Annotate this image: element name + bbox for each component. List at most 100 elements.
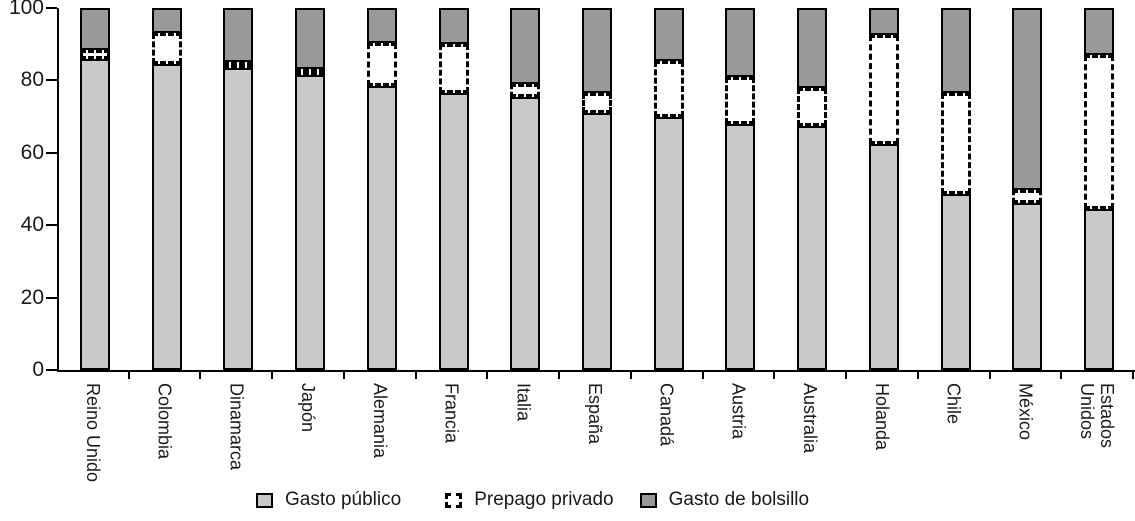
x-label-slot: Chile [918, 383, 990, 485]
bar-segment-gasto-publico [725, 124, 756, 370]
x-axis-tick [1132, 372, 1134, 379]
bar-segment-gasto-de-bolsillo [510, 8, 541, 84]
legend-label: Gasto de bolsillo [668, 489, 810, 510]
x-axis-tick [1060, 372, 1062, 379]
bar-slot [633, 8, 705, 370]
x-axis-label: Francia [441, 383, 462, 444]
bar-segment-gasto-publico [151, 64, 182, 370]
legend-item-prepago-privado: Prepago privado [445, 489, 614, 511]
y-tick-mark [46, 224, 57, 227]
bar-segment-gasto-de-bolsillo [151, 8, 182, 33]
x-axis-label: Austria [728, 383, 749, 440]
bar-segment-prepago-privado [438, 44, 469, 93]
y-tick-mark [46, 151, 57, 154]
y-tick-label: 20 [20, 285, 44, 309]
x-label-slot: Italia [487, 383, 559, 485]
x-axis-label: México [1015, 383, 1036, 441]
x-axis-tick [917, 372, 919, 379]
bar-group [1012, 8, 1043, 370]
x-label-slot: Estados Unidos [1061, 383, 1133, 485]
bar-slot [992, 8, 1064, 370]
bar-segment-prepago-privado [797, 88, 828, 126]
bar-segment-gasto-publico [366, 86, 397, 370]
y-tick-label: 0 [32, 358, 44, 381]
bar-slot [561, 8, 633, 370]
bar-group [151, 8, 182, 370]
x-label-slot: Dinamarca [200, 383, 272, 485]
bar-slot [489, 8, 561, 370]
y-tick-mark [46, 79, 57, 82]
bar-segment-gasto-de-bolsillo [725, 8, 756, 77]
bar-group [940, 8, 971, 370]
bar-segment-prepago-privado [868, 35, 899, 144]
x-axis-tick [702, 372, 704, 379]
bar-segment-prepago-privado [510, 84, 541, 97]
x-axis-tick [199, 372, 201, 379]
bar-segment-prepago-privado [295, 69, 326, 75]
y-tick-mark [46, 296, 57, 299]
bar-segment-gasto-publico [868, 144, 899, 370]
bar-segment-gasto-de-bolsillo [653, 8, 684, 61]
x-label-slot: Australia [774, 383, 846, 485]
bar-slot [705, 8, 777, 370]
bar-group [438, 8, 469, 370]
bar-segment-gasto-de-bolsillo [438, 8, 469, 44]
bar-segment-prepago-privado [151, 33, 182, 64]
bar-group [1084, 8, 1115, 370]
x-axis-tick [343, 372, 345, 379]
y-tick-label: 40 [20, 213, 44, 237]
bar-group [295, 8, 326, 370]
y-tick-mark [46, 7, 57, 9]
x-axis-tick [486, 372, 488, 379]
legend-swatch-gasto-de-bolsillo [639, 492, 657, 508]
bar-segment-gasto-de-bolsillo [366, 8, 397, 43]
bar-slot [418, 8, 490, 370]
x-label-slot: Reino Unido [57, 383, 129, 485]
legend-swatch-gasto-publico [256, 492, 273, 508]
bar-segment-prepago-privado [1012, 190, 1043, 203]
bar-segment-gasto-publico [940, 194, 971, 370]
bar-slot [346, 8, 418, 370]
x-axis-tick [630, 372, 632, 379]
x-label-slot: Holanda [846, 383, 918, 485]
bar-segment-prepago-privado [582, 93, 612, 113]
bar-slot [920, 8, 992, 370]
bar-segment-gasto-de-bolsillo [1012, 8, 1043, 190]
bar-group [725, 8, 756, 370]
bar-segment-gasto-publico [438, 93, 469, 370]
x-label-slot: Alemania [344, 383, 416, 485]
legend-item-gasto-publico: Gasto público [256, 489, 401, 511]
x-label-slot: España [559, 383, 631, 485]
bar-group [797, 8, 828, 370]
bar-segment-gasto-publico [295, 75, 326, 370]
bar-group [510, 8, 541, 370]
x-axis-tick [989, 372, 991, 379]
x-label-slot: Colombia [129, 383, 201, 485]
x-axis-label: España [585, 383, 605, 445]
x-axis-tick [271, 372, 273, 379]
bar-group [868, 8, 899, 370]
bar-segment-gasto-de-bolsillo [797, 8, 828, 88]
bar-segment-gasto-de-bolsillo [868, 8, 899, 35]
x-axis-label: Italia [513, 383, 534, 422]
bar-group [223, 8, 254, 370]
x-axis-tick [558, 372, 560, 379]
bar-slot [274, 8, 346, 370]
x-axis-labels: Reino Unido Colombia Dinamarca Japón Alemani… [57, 383, 1133, 485]
x-axis-label: Alemania [369, 383, 390, 459]
legend: Gasto público Prepago privado Gasto de bol… [256, 489, 809, 511]
legend-item-gasto-de-bolsillo: Gasto de bolsillo [639, 489, 810, 511]
bar-segment-prepago-privado [223, 62, 254, 68]
bar-segment-gasto-de-bolsillo [1084, 8, 1115, 55]
bar-segment-prepago-privado [940, 93, 971, 194]
x-label-slot: Austria [703, 383, 775, 485]
bar-segment-prepago-privado [1084, 55, 1115, 209]
bar-slot [776, 8, 848, 370]
x-label-slot: Canadá [631, 383, 703, 485]
plot-area [57, 8, 1135, 372]
x-axis-label: Holanda [871, 383, 892, 451]
legend-swatch-prepago-privado [445, 492, 463, 508]
bars-row [59, 8, 1135, 370]
y-tick-label: 60 [20, 140, 44, 164]
bar-segment-gasto-de-bolsillo [940, 8, 971, 93]
